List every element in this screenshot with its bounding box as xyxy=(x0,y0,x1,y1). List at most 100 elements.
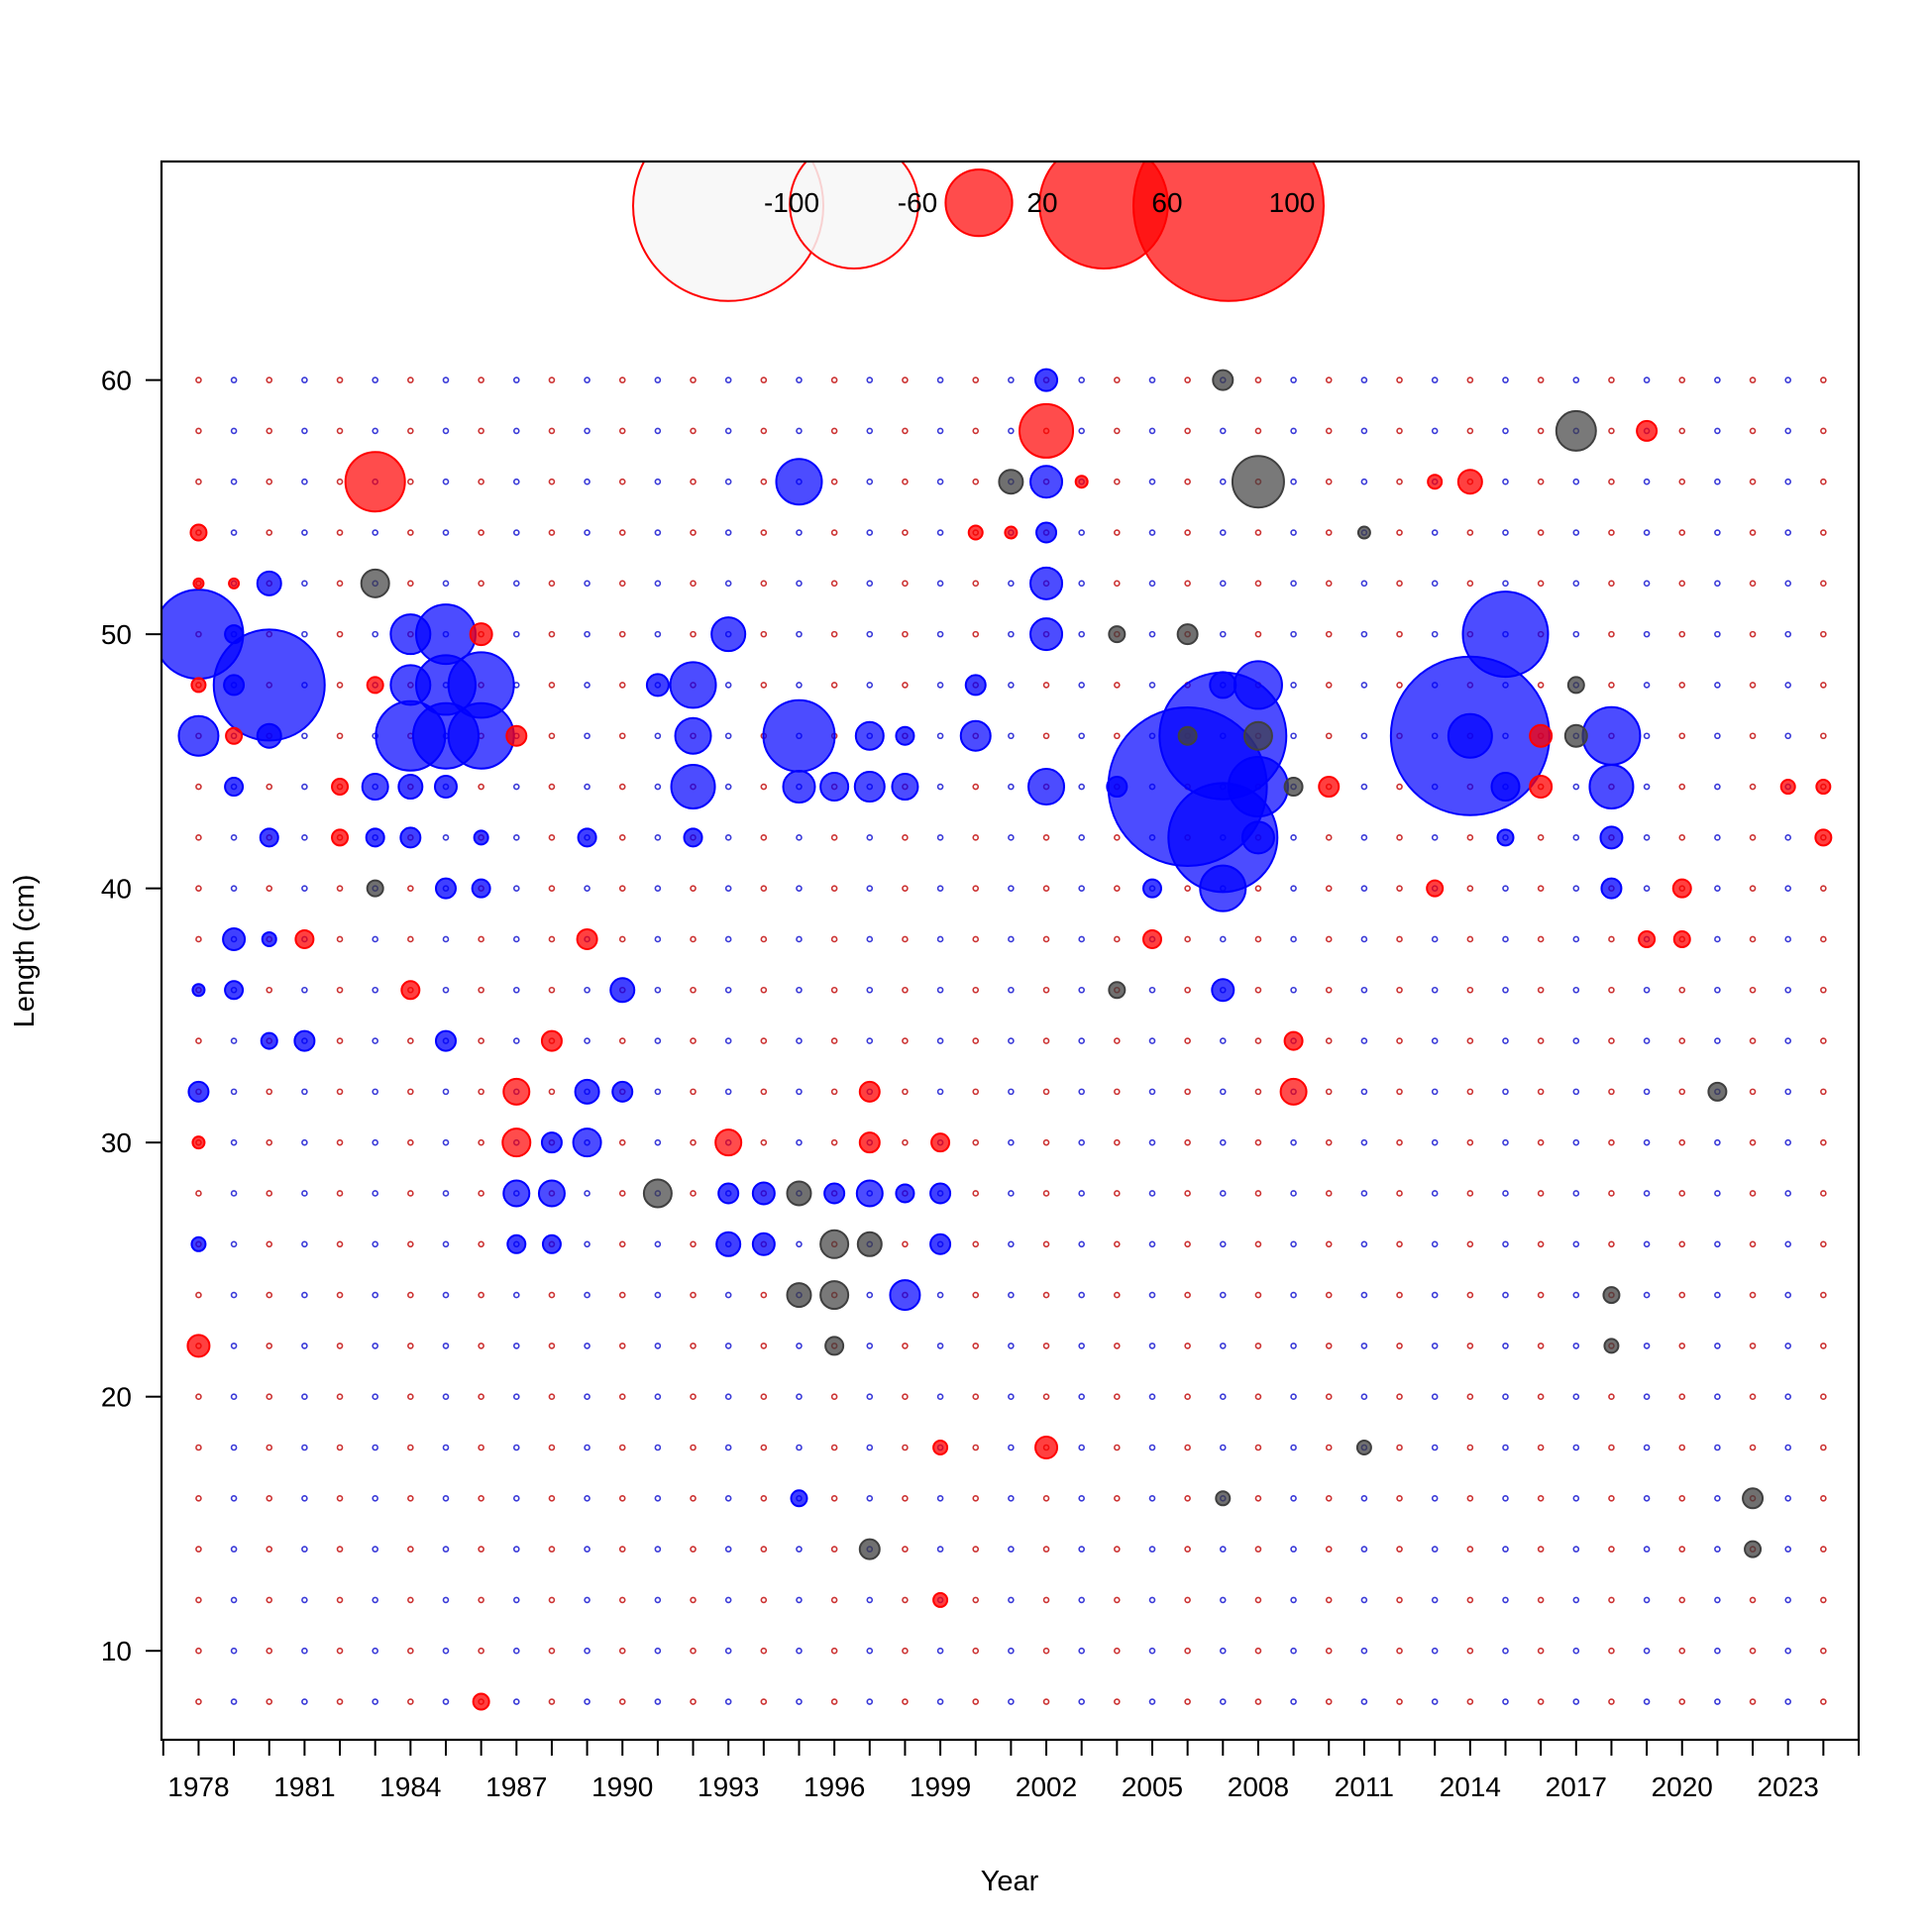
grid-point xyxy=(1466,1647,1474,1655)
grid-point xyxy=(1572,1291,1580,1299)
grid-point xyxy=(301,1088,308,1096)
grid-point xyxy=(1643,630,1651,638)
data-bubble xyxy=(674,716,712,755)
grid-point xyxy=(1290,630,1297,638)
grid-point xyxy=(1608,1698,1615,1705)
grid-point xyxy=(866,630,874,638)
x-tick-label: 1984 xyxy=(379,1771,441,1802)
grid-point xyxy=(1148,1647,1156,1655)
grid-point xyxy=(1749,1291,1757,1299)
grid-point xyxy=(1360,1647,1368,1655)
x-tick-label: 2014 xyxy=(1440,1771,1501,1802)
grid-point xyxy=(1396,1037,1403,1044)
grid-point xyxy=(1008,1546,1015,1553)
grid-point xyxy=(442,1596,450,1604)
grid-point xyxy=(618,1647,626,1655)
grid-point xyxy=(1572,1596,1580,1604)
grid-point xyxy=(1114,1546,1121,1553)
grid-point xyxy=(866,529,874,536)
grid-point xyxy=(724,732,732,740)
data-bubble xyxy=(609,977,636,1004)
grid-point xyxy=(1714,580,1721,588)
grid-point xyxy=(1360,986,1368,994)
grid-point xyxy=(230,1138,238,1146)
data-bubble xyxy=(1209,671,1237,699)
grid-point xyxy=(1466,1698,1474,1705)
grid-point xyxy=(1042,1647,1050,1655)
grid-point xyxy=(1078,682,1085,689)
grid-point xyxy=(1114,376,1121,383)
grid-point xyxy=(830,1596,838,1604)
grid-point xyxy=(1572,1037,1580,1044)
y-tick-label: 10 xyxy=(101,1636,132,1666)
data-bubble xyxy=(854,720,885,751)
grid-point xyxy=(796,1240,803,1248)
grid-point xyxy=(1643,529,1651,536)
grid-point xyxy=(336,1546,344,1553)
grid-point xyxy=(1678,1037,1686,1044)
grid-point xyxy=(796,580,803,588)
grid-point xyxy=(1572,630,1580,638)
grid-point xyxy=(1148,529,1156,536)
grid-point xyxy=(230,1698,238,1705)
grid-point xyxy=(902,834,909,841)
grid-point xyxy=(1820,1444,1827,1451)
data-bubble xyxy=(715,1231,742,1257)
grid-point xyxy=(724,1088,732,1096)
grid-point xyxy=(1572,935,1580,943)
data-bubble xyxy=(224,777,245,798)
grid-point xyxy=(724,529,732,536)
grid-point xyxy=(1254,376,1262,383)
grid-point xyxy=(1749,478,1757,485)
grid-point xyxy=(1396,834,1403,841)
grid-point xyxy=(1537,834,1545,841)
grid-point xyxy=(760,1596,768,1604)
grid-point xyxy=(548,986,556,994)
grid-point xyxy=(1572,1444,1580,1451)
grid-point xyxy=(1290,580,1297,588)
grid-point xyxy=(830,1393,838,1400)
grid-point xyxy=(936,478,944,485)
grid-point xyxy=(478,1444,484,1451)
grid-point xyxy=(902,427,909,435)
grid-point xyxy=(1820,1342,1827,1349)
grid-point xyxy=(336,1037,344,1044)
grid-point xyxy=(724,1342,732,1349)
grid-point xyxy=(1148,427,1156,435)
grid-point xyxy=(1184,1495,1191,1502)
grid-point xyxy=(1184,1138,1191,1146)
data-bubble xyxy=(360,568,390,598)
grid-point xyxy=(301,376,308,383)
grid-point xyxy=(796,1647,803,1655)
grid-point xyxy=(902,1088,909,1096)
grid-point xyxy=(1042,732,1050,740)
grid-point xyxy=(1714,1138,1721,1146)
grid-point xyxy=(1820,580,1827,588)
grid-point xyxy=(1148,580,1156,588)
grid-point xyxy=(478,1596,484,1604)
data-bubble xyxy=(434,1029,457,1052)
grid-point xyxy=(1431,630,1439,638)
grid-point xyxy=(1396,682,1403,689)
grid-point xyxy=(1678,834,1686,841)
grid-point xyxy=(512,478,520,485)
grid-point xyxy=(1714,427,1721,435)
grid-point xyxy=(1078,1546,1085,1553)
data-bubble xyxy=(259,827,279,848)
grid-point xyxy=(478,1088,484,1096)
grid-point xyxy=(478,1291,484,1299)
grid-point xyxy=(1749,682,1757,689)
x-tick-label: 1999 xyxy=(910,1771,971,1802)
grid-point xyxy=(1820,935,1827,943)
grid-point xyxy=(1396,885,1403,892)
grid-point xyxy=(442,1088,450,1096)
grid-point xyxy=(442,529,450,536)
grid-point xyxy=(760,1698,768,1705)
grid-point xyxy=(1714,1495,1721,1502)
grid-point xyxy=(1643,682,1651,689)
grid-point xyxy=(230,1546,238,1553)
grid-point xyxy=(1820,1546,1827,1553)
grid-point xyxy=(760,1088,768,1096)
grid-point xyxy=(230,1190,238,1197)
grid-point xyxy=(1360,630,1368,638)
